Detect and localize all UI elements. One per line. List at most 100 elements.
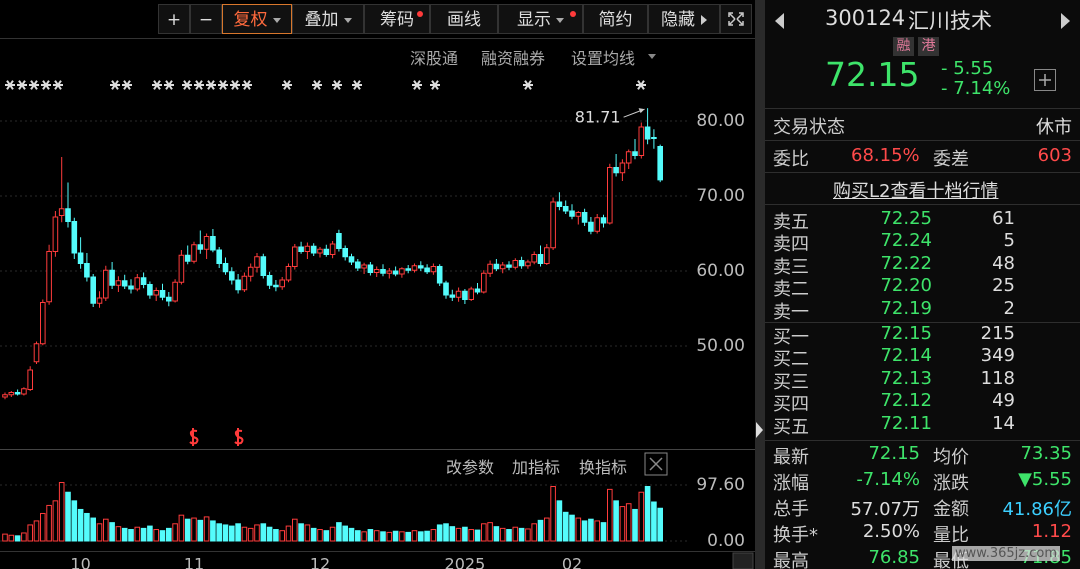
indicator-button[interactable]: 换指标: [579, 458, 628, 477]
committee-label: 委差: [933, 149, 969, 170]
stat-label: 最新: [773, 447, 809, 468]
next-stock[interactable]: [1061, 13, 1070, 29]
book-volume: 5: [1003, 230, 1015, 252]
book-volume: 25: [992, 275, 1015, 297]
toolbar-button[interactable]: 隐藏: [648, 4, 720, 34]
fullscreen-button[interactable]: [720, 4, 752, 34]
stat-value: ▼5.55: [1018, 469, 1072, 490]
volume-bar: [134, 526, 141, 542]
committee-diff: 603: [1037, 145, 1072, 166]
dividend-markers: [189, 428, 244, 446]
volume-bar: [525, 528, 531, 542]
close-indicator[interactable]: [644, 452, 668, 476]
book-price: 72.20: [880, 275, 932, 297]
candle-body: [84, 263, 90, 278]
scroll-button[interactable]: [732, 552, 754, 569]
candle-body: [619, 162, 626, 174]
book-label: 买五: [773, 416, 809, 438]
book-volume: 48: [992, 252, 1015, 274]
candle-body: [418, 265, 424, 269]
add-watch[interactable]: [1034, 69, 1056, 91]
candle-body: [260, 256, 267, 276]
sub-toolbar-item[interactable]: 设置均线: [571, 49, 636, 68]
volume-bar: [229, 525, 235, 542]
volume-bar: [537, 519, 544, 542]
stat-label: 总手: [773, 499, 809, 520]
book-label: 卖五: [773, 212, 809, 233]
volume-bar: [128, 529, 134, 542]
candle-body: [405, 268, 411, 271]
candle-body: [399, 268, 405, 275]
stat-value: 76.85: [868, 547, 920, 568]
stat-label: 涨跌: [933, 473, 969, 494]
toolbar-button[interactable]: 画线: [430, 4, 498, 34]
book-volume: 118: [980, 367, 1015, 389]
volume-bar: [506, 529, 512, 542]
volume-bar: [298, 523, 304, 542]
candle-body: [355, 261, 361, 269]
change-pct: - 7.14%: [941, 78, 1011, 99]
volume-bar: [203, 516, 210, 542]
stat-label: 金额: [933, 499, 969, 520]
candle-body: [373, 269, 380, 273]
volume-bar: [418, 531, 424, 542]
candle-body: [203, 236, 210, 250]
volume-bar: [260, 523, 267, 542]
toolbar-button[interactable]: 筹码: [364, 4, 430, 34]
volume-bar: [544, 517, 550, 542]
l2-link[interactable]: 购买L2查看十档行情: [833, 181, 999, 202]
volume-bar: [443, 523, 449, 542]
indicator-button[interactable]: 加指标: [512, 458, 561, 477]
event-markers: [4, 79, 647, 91]
close-icon: [649, 457, 663, 471]
candle-body: [65, 208, 71, 222]
collapse-arrow[interactable]: [756, 422, 763, 438]
candle-body: [191, 244, 197, 262]
volume-bar: [619, 506, 626, 542]
toolbar-button[interactable]: 简约: [583, 4, 648, 34]
candle-body: [411, 265, 418, 271]
status-value: 休市: [1036, 117, 1072, 138]
candle-body: [134, 277, 141, 290]
x-tick-label: 10: [70, 555, 90, 569]
toolbar-button[interactable]: −: [190, 4, 222, 34]
volume-bar: [562, 511, 569, 542]
volume-bar: [493, 526, 500, 542]
book-price: 72.25: [880, 208, 932, 229]
volume-bar: [436, 524, 443, 542]
dropdown-arrow: [556, 17, 564, 23]
prev-stock[interactable]: [775, 13, 784, 29]
candle-body: [462, 290, 468, 300]
candle-body: [128, 285, 134, 290]
volume-bar: [499, 527, 506, 542]
book-volume: 349: [980, 345, 1015, 367]
candle-body: [575, 212, 582, 217]
button-label: 简约: [598, 10, 633, 30]
stat-label: 均价: [933, 447, 969, 468]
toolbar-button[interactable]: 叠加: [292, 4, 364, 34]
toolbar-button[interactable]: 显示: [498, 4, 583, 34]
volume-bar: [424, 530, 430, 542]
candle-body: [657, 146, 664, 181]
sub-toolbar-item[interactable]: 深股通: [410, 49, 459, 68]
volume-bar: [474, 529, 481, 542]
indicator-button[interactable]: 改参数: [446, 458, 495, 477]
volume-bar: [292, 518, 298, 542]
candle-body: [638, 126, 645, 156]
candle-body: [506, 264, 512, 268]
candle-body: [109, 269, 115, 286]
volume-bar: [52, 500, 59, 542]
toolbar-button[interactable]: +: [158, 4, 190, 34]
divider: [755, 0, 765, 569]
sub-toolbar-item[interactable]: 融资融券: [481, 49, 546, 68]
candle-body: [153, 290, 159, 296]
candle-body: [90, 276, 97, 304]
toolbar-button[interactable]: 复权: [222, 4, 292, 34]
candle-body: [178, 254, 185, 283]
book-label: 卖一: [773, 301, 809, 323]
status-label: 交易状态: [773, 117, 845, 138]
volume-bar: [197, 519, 204, 542]
candle-body: [216, 249, 222, 264]
candle-body: [550, 201, 556, 249]
